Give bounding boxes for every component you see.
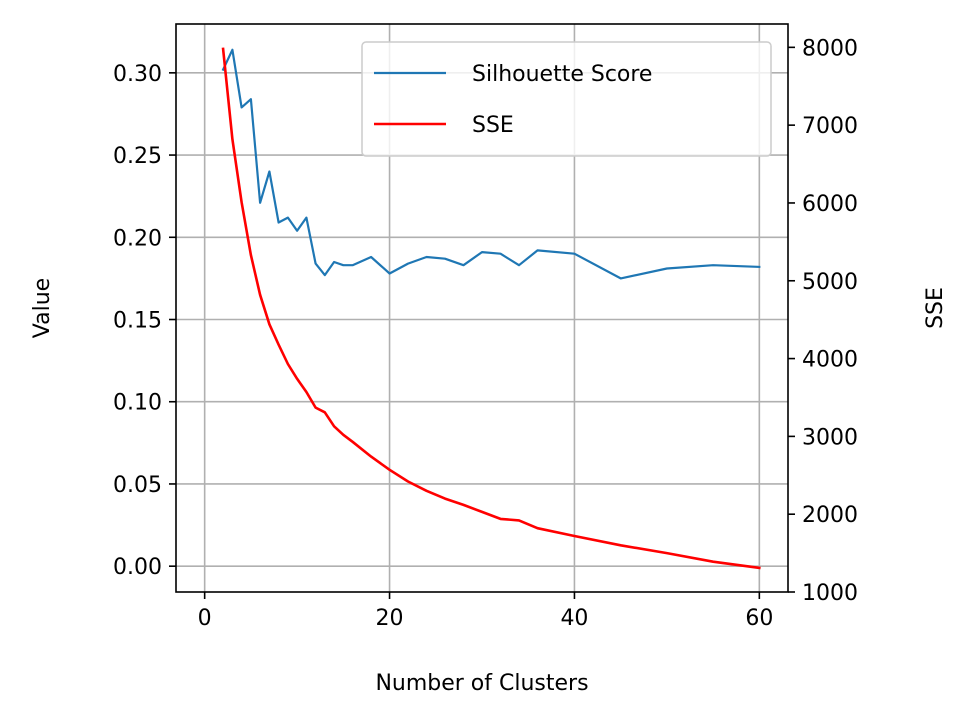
series-line-silhouette-score xyxy=(221,48,761,280)
series-layer xyxy=(221,47,761,570)
plot-frame xyxy=(175,23,789,593)
y2-tick-label: 4000 xyxy=(802,348,858,373)
y2-tick-label: 1000 xyxy=(802,581,858,606)
y2-tick-label: 2000 xyxy=(802,503,858,528)
y-tick-label: 0.10 xyxy=(113,391,162,416)
y2-axis-label: SSE xyxy=(923,287,948,329)
y-tick-label: 0.30 xyxy=(113,62,162,87)
y-tick-label: 0.15 xyxy=(113,309,162,334)
y2-tick-label: 3000 xyxy=(802,425,858,450)
x-tick-label: 40 xyxy=(560,606,588,631)
y-axis-label: Value xyxy=(30,278,55,338)
x-axis-label: Number of Clusters xyxy=(375,671,588,696)
x-tick-label: 60 xyxy=(745,606,773,631)
legend-label-silhouette-score: Silhouette Score xyxy=(472,62,652,87)
legend: Silhouette Score SSE xyxy=(361,41,772,157)
x-tick-label: 0 xyxy=(198,606,212,631)
y2-tick-label: 6000 xyxy=(802,192,858,217)
y2-tick-label: 5000 xyxy=(802,270,858,295)
y2-tick-label: 8000 xyxy=(802,36,858,61)
y-tick-label: 0.20 xyxy=(113,226,162,251)
legend-label-sse: SSE xyxy=(472,113,514,138)
ticks: 0 20 40 60 0.00 0.05 0.10 0.15 0.20 0.25 0.30 1000 2… xyxy=(113,36,858,631)
legend-box xyxy=(361,41,772,157)
y2-tick-label: 7000 xyxy=(802,114,858,139)
y-tick-label: 0.05 xyxy=(113,473,162,498)
y-tick-label: 0.00 xyxy=(113,555,162,580)
series-line-sse xyxy=(221,47,761,570)
x-tick-label: 20 xyxy=(376,606,404,631)
y-tick-label: 0.25 xyxy=(113,144,162,169)
